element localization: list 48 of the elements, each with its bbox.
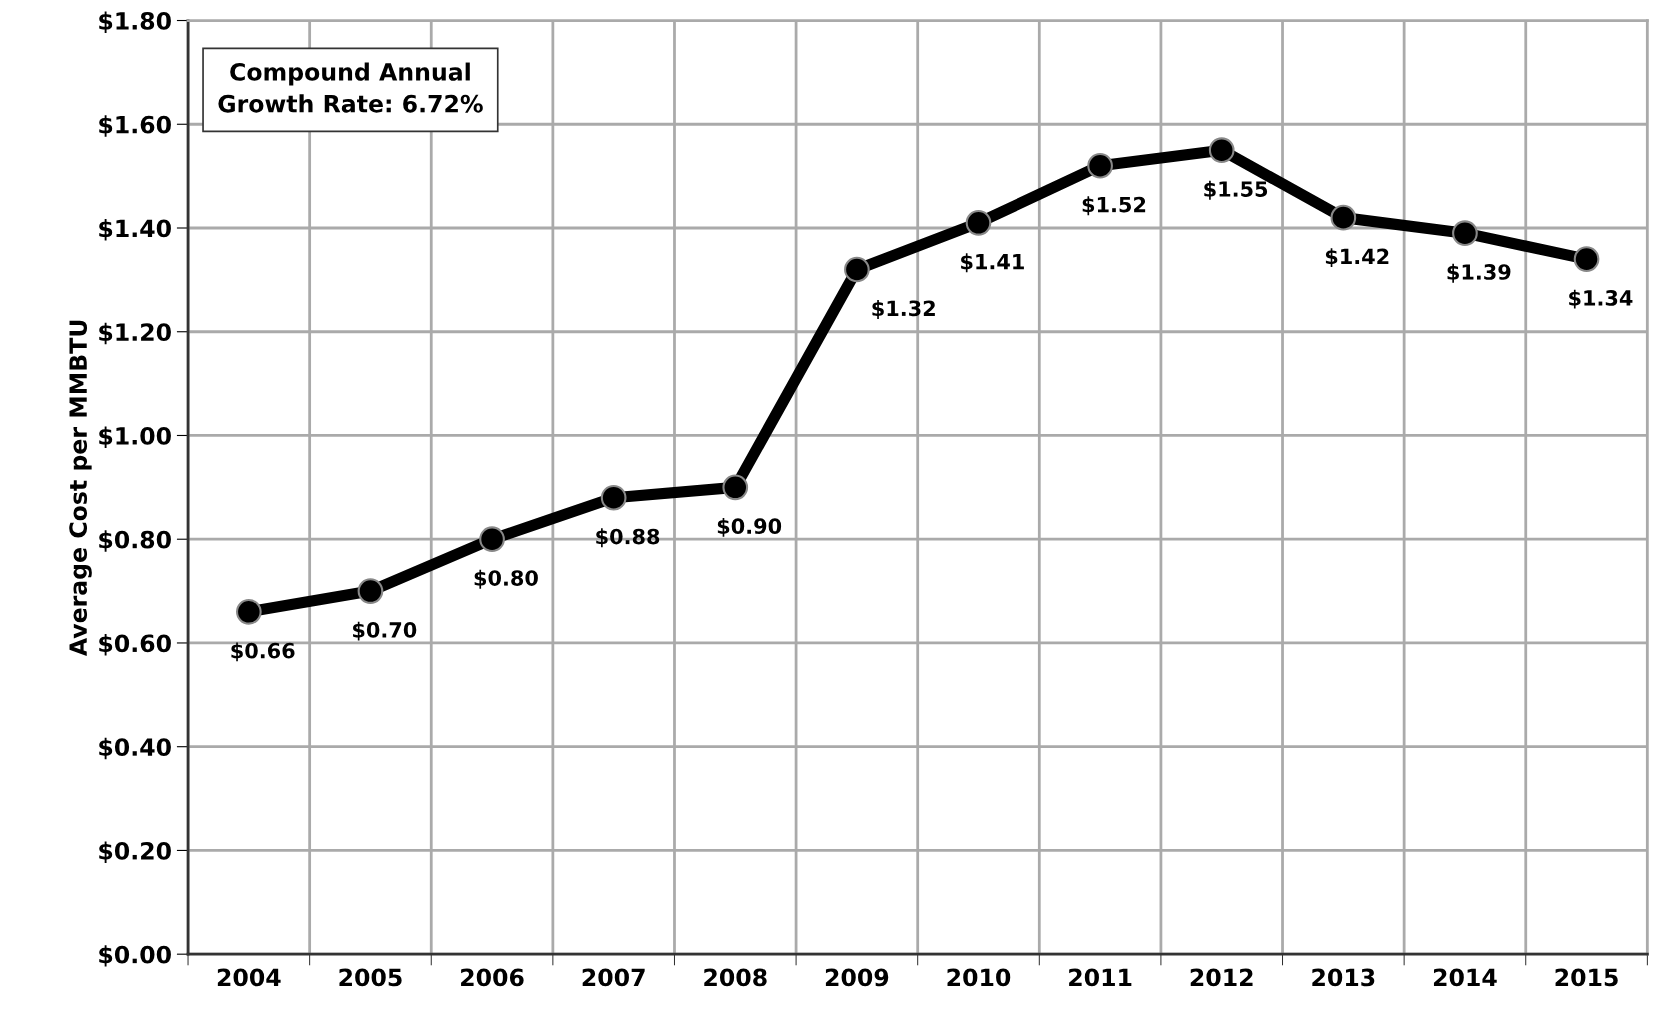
x-tick-label: 2007 <box>582 968 645 987</box>
x-tick-label: 2006 <box>461 968 524 987</box>
point <box>1208 137 1235 164</box>
point <box>357 578 384 604</box>
point <box>965 209 992 236</box>
y-tick-label: $0.00 <box>99 945 171 967</box>
y-tick-label: $0.20 <box>99 841 171 863</box>
point <box>844 256 870 283</box>
x-tick-label: 2015 <box>1555 968 1618 987</box>
y-axis-title: Average Cost per MMBTU <box>69 320 92 657</box>
point <box>600 484 627 511</box>
x-tick-label: 2010 <box>947 968 1011 987</box>
x-tick-label: 2013 <box>1312 968 1375 987</box>
point <box>1330 204 1357 231</box>
data-label: $0.90 <box>717 517 782 537</box>
y-tick-label: $0.80 <box>99 530 171 552</box>
y-tick-label: $1.00 <box>99 426 171 448</box>
x-tick-label: 2014 <box>1433 968 1497 987</box>
x-tick-label: 2008 <box>704 968 767 987</box>
x-tick-label: 2011 <box>1069 968 1132 987</box>
data-label: $1.41 <box>961 253 1024 273</box>
point <box>479 526 505 553</box>
y-tick-label: $0.40 <box>99 737 171 760</box>
data-label: $0.70 <box>353 621 417 641</box>
data-label: $1.42 <box>1325 248 1389 268</box>
data-label: $0.80 <box>474 569 538 589</box>
y-tick-label: $1.60 <box>99 115 171 137</box>
x-tick-label: 2005 <box>339 968 402 987</box>
point <box>1087 152 1113 179</box>
point <box>1452 220 1478 247</box>
y-tick-label: $0.60 <box>99 633 171 656</box>
data-label: $1.52 <box>1082 196 1146 216</box>
x-tick-label: 2009 <box>825 968 889 987</box>
data-label: $0.66 <box>231 642 295 662</box>
point <box>722 474 749 501</box>
y-tick-label: $1.80 <box>99 11 171 33</box>
data-label: $1.55 <box>1204 180 1268 200</box>
x-tick-label: 2012 <box>1190 968 1253 987</box>
point <box>235 598 262 625</box>
data-label: $0.88 <box>596 528 660 548</box>
y-tick-label: $1.40 <box>99 219 171 241</box>
x-tick-label: 2004 <box>217 968 281 987</box>
data-label: $1.32 <box>872 300 935 319</box>
data-label: $1.34 <box>1569 289 1633 309</box>
data-label: $1.39 <box>1447 263 1511 283</box>
point <box>1573 246 1600 272</box>
annotation: Compound Annual Growth Rate: 6.72% <box>218 62 483 113</box>
y-tick-label: $1.20 <box>99 322 171 345</box>
